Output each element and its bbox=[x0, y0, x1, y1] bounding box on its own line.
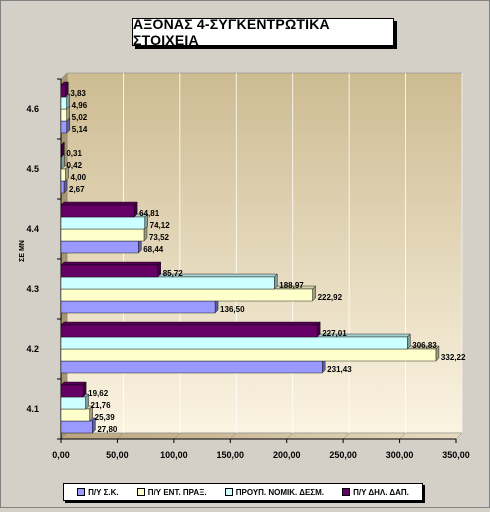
legend-swatch bbox=[136, 488, 145, 496]
data-label: 85,72 bbox=[163, 269, 184, 278]
legend-item: ΠΡΟΥΠ. ΝΟΜΙΚ. ΔΕΣΜ. bbox=[224, 487, 324, 497]
bar bbox=[60, 180, 65, 194]
legend-label: ΠΡΟΥΠ. ΝΟΜΙΚ. ΔΕΣΜ. bbox=[235, 487, 324, 497]
legend-label: Π/Υ ΔΗΛ. ΔΑΠ. bbox=[353, 487, 409, 497]
data-label: 0,42 bbox=[66, 161, 82, 170]
x-tick-label: 0,00 bbox=[52, 450, 70, 460]
bar-top-face bbox=[60, 261, 162, 266]
y-tick-label: 4.4 bbox=[26, 224, 39, 234]
x-tick-label: 150,00 bbox=[217, 450, 245, 460]
data-label: 3,83 bbox=[70, 89, 86, 98]
legend-swatch bbox=[224, 488, 233, 496]
floor-gridline bbox=[286, 432, 293, 440]
y-tick-label: 4.1 bbox=[26, 404, 39, 414]
bar bbox=[60, 168, 66, 182]
bar bbox=[60, 96, 67, 110]
data-label: 25,39 bbox=[95, 413, 116, 422]
legend-label: Π/Υ ΕΝΤ. ΠΡΑΞ. bbox=[147, 487, 207, 497]
floor-gridline bbox=[117, 432, 124, 440]
x-tick-label: 100,00 bbox=[160, 450, 188, 460]
data-label: 73,52 bbox=[149, 233, 170, 242]
bar bbox=[60, 84, 66, 98]
data-label: 19,62 bbox=[88, 389, 109, 398]
x-tick-label: 250,00 bbox=[329, 450, 357, 460]
data-label: 2,67 bbox=[69, 185, 85, 194]
legend-label: Π/Υ Σ.Κ. bbox=[88, 487, 119, 497]
bar bbox=[60, 120, 68, 134]
bar bbox=[60, 300, 216, 314]
bar bbox=[60, 288, 313, 302]
y-tick-label: 4.2 bbox=[26, 344, 39, 354]
data-label: 4,00 bbox=[71, 173, 87, 182]
data-label: 4,96 bbox=[72, 101, 88, 110]
data-label: 27,80 bbox=[97, 425, 118, 434]
chart-title-box: ΑΞΟΝΑΣ 4-ΣΥΓΚΕΝΤΡΩΤΙΚΑ ΣΤΟΙΧΕΙΑ bbox=[132, 16, 394, 48]
x-tick-label: 50,00 bbox=[106, 450, 129, 460]
data-label: 222,92 bbox=[318, 293, 343, 302]
bar bbox=[60, 276, 275, 290]
data-label: 21,76 bbox=[91, 401, 112, 410]
data-label: 136,50 bbox=[220, 305, 245, 314]
legend-item: Π/Υ ΕΝΤ. ΠΡΑΞ. bbox=[136, 487, 207, 497]
bar bbox=[60, 156, 62, 170]
data-label: 64,81 bbox=[139, 209, 160, 218]
bar bbox=[60, 360, 323, 374]
bar bbox=[60, 216, 145, 230]
floor-gridline bbox=[230, 432, 237, 440]
data-label: 5,14 bbox=[72, 125, 88, 134]
bar bbox=[60, 396, 86, 410]
data-label: 68,44 bbox=[143, 245, 164, 254]
plot-floor bbox=[60, 432, 463, 440]
floor-gridline bbox=[455, 432, 463, 440]
bar bbox=[60, 408, 90, 422]
bar bbox=[60, 240, 139, 254]
bar bbox=[60, 204, 135, 218]
data-label: 231,43 bbox=[327, 365, 352, 374]
y-tick-label: 4.3 bbox=[26, 284, 39, 294]
chart-legend: Π/Υ Σ.Κ. Π/Υ ΕΝΤ. ΠΡΑΞ. ΠΡΟΥΠ. ΝΟΜΙΚ. ΔΕΣΜ… bbox=[63, 483, 423, 501]
floor-gridline bbox=[60, 432, 68, 440]
chart-title: ΑΞΟΝΑΣ 4-ΣΥΓΚΕΝΤΡΩΤΙΚΑ ΣΤΟΙΧΕΙΑ bbox=[133, 16, 330, 48]
bar-top-face bbox=[60, 381, 87, 386]
y-axis-label: ΣΕ ΜΝ bbox=[19, 240, 26, 262]
bar bbox=[60, 348, 437, 362]
legend-item: Π/Υ ΔΗΛ. ΔΑΠ. bbox=[342, 488, 409, 497]
floor-gridline bbox=[342, 432, 350, 440]
bar-top-face bbox=[60, 201, 138, 206]
legend-item: Π/Υ Σ.Κ. bbox=[77, 488, 119, 497]
bar bbox=[60, 108, 67, 122]
bar bbox=[60, 420, 93, 434]
bar bbox=[60, 264, 158, 278]
x-tick-label: 350,00 bbox=[442, 450, 470, 460]
floor-gridline bbox=[399, 432, 406, 440]
legend-swatch bbox=[342, 488, 351, 496]
y-tick-label: 4.5 bbox=[26, 164, 39, 174]
floor-gridline bbox=[173, 432, 181, 440]
data-label: 227,01 bbox=[322, 329, 347, 338]
bar bbox=[60, 384, 84, 398]
legend-swatch bbox=[77, 488, 86, 496]
data-label: 5,02 bbox=[72, 113, 88, 122]
bar bbox=[60, 324, 318, 338]
x-tick-label: 300,00 bbox=[386, 450, 414, 460]
x-tick-label: 200,00 bbox=[273, 450, 301, 460]
data-label: 306,83 bbox=[412, 341, 437, 350]
data-label: 74,12 bbox=[150, 221, 171, 230]
data-label: 188,97 bbox=[279, 281, 304, 290]
data-label: 332,22 bbox=[441, 353, 466, 362]
data-label: 0,31 bbox=[66, 149, 82, 158]
bar bbox=[60, 228, 145, 242]
bar bbox=[60, 336, 408, 350]
bar-top-face bbox=[60, 321, 321, 326]
bar bbox=[60, 144, 62, 158]
y-tick-label: 4.6 bbox=[26, 104, 39, 114]
